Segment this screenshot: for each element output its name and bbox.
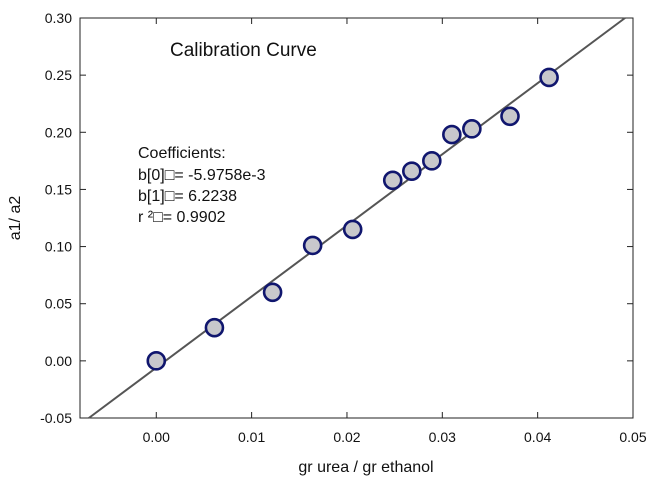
x-tick-label: 0.04: [524, 429, 551, 445]
x-tick-label: 0.03: [429, 429, 456, 445]
coefficients-heading: Coefficients:: [138, 145, 226, 162]
y-tick-label: -0.05: [40, 410, 72, 426]
data-point: [342, 219, 363, 240]
x-tick-label: 0.00: [143, 429, 170, 445]
data-point: [442, 124, 462, 145]
data-point: [146, 351, 167, 371]
y-tick-label: 0.15: [45, 181, 72, 197]
data-point: [302, 235, 323, 256]
y-tick-label: 0.05: [45, 296, 72, 312]
data-point: [204, 317, 225, 338]
plot-frame: [79, 17, 634, 419]
x-tick-label: 0.01: [238, 429, 265, 445]
data-points: [146, 67, 559, 371]
fit-line: [88, 17, 626, 419]
data-point: [262, 282, 283, 303]
data-point: [539, 67, 559, 88]
y-axis-ticks: -0.05 0.00 0.05 0.10 0.15 0.20 0.25 0.30: [40, 10, 633, 426]
data-point: [500, 106, 520, 127]
chart-title: Calibration Curve: [170, 40, 317, 61]
y-axis-title: a1/ a2: [7, 196, 24, 241]
coefficient-b0: b[0]□= -5.9758e-3: [138, 167, 266, 184]
data-point: [462, 119, 482, 139]
y-tick-label: 0.10: [45, 239, 72, 255]
y-tick-label: 0.00: [45, 353, 72, 369]
x-tick-label: 0.02: [333, 429, 360, 445]
data-point: [401, 161, 422, 181]
coefficient-b1: b[1]□= 6.2238: [138, 188, 237, 205]
x-axis-title: gr urea / gr ethanol: [298, 459, 433, 476]
y-tick-label: 0.30: [45, 10, 72, 26]
coefficients-box: Coefficients: b[0]□= -5.9758e-3 b[1]□= 6…: [138, 145, 266, 226]
y-tick-label: 0.25: [45, 67, 72, 83]
x-axis-ticks: 0.00 0.01 0.02 0.03 0.04 0.05: [143, 18, 647, 445]
x-tick-label: 0.05: [619, 429, 646, 445]
y-tick-label: 0.20: [45, 124, 72, 140]
coefficient-r2: r ²□= 0.9902: [138, 209, 226, 226]
data-point: [422, 151, 442, 171]
data-point: [382, 170, 403, 191]
